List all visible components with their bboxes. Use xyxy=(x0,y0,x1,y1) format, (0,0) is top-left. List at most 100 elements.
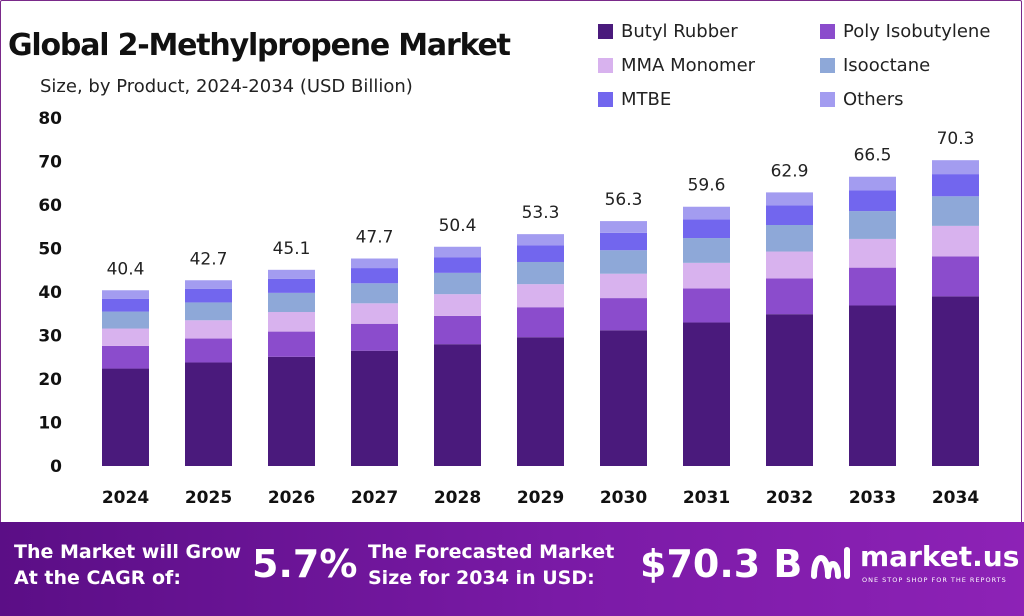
legend-item-mtbe: MTBE xyxy=(598,88,671,110)
x-tick-label: 2034 xyxy=(932,488,979,508)
bar-segment xyxy=(351,323,398,351)
bar-segment xyxy=(268,278,315,293)
bar-total-label: 66.5 xyxy=(854,146,892,166)
cagr-label: The Market will Grow At the CAGR of: xyxy=(14,539,241,591)
legend-item-others: Others xyxy=(820,88,904,110)
legend-label: Poly Isobutylene xyxy=(843,20,991,42)
bar-total-label: 40.4 xyxy=(107,259,145,279)
bar-segment xyxy=(185,362,232,466)
bar-segment xyxy=(849,305,896,466)
legend-label: MTBE xyxy=(621,88,672,110)
bar-segment xyxy=(102,328,149,346)
bar-segment xyxy=(932,196,979,226)
summary-banner: The Market will Grow At the CAGR of: 5.7… xyxy=(0,522,1024,616)
bar-segment xyxy=(434,272,481,295)
bar-segment xyxy=(102,290,149,299)
x-tick-label: 2024 xyxy=(102,488,149,508)
bar-segment xyxy=(434,344,481,466)
bar-segment xyxy=(185,302,232,321)
bar-segment xyxy=(434,257,481,273)
cagr-label-line1: The Market will Grow xyxy=(14,541,242,563)
bar-segment xyxy=(517,234,564,246)
bar-total-label: 53.3 xyxy=(522,203,560,223)
bar-segment xyxy=(351,350,398,466)
bar-segment xyxy=(517,261,564,285)
bar-segment xyxy=(102,368,149,466)
market-us-logo-icon xyxy=(811,547,850,579)
legend-item-isooctane: Isooctane xyxy=(820,54,930,76)
bar-segment xyxy=(600,298,647,331)
bar-segment xyxy=(849,238,896,268)
chart-title: Global 2-Methylpropene Market xyxy=(8,28,511,63)
x-tick-label: 2027 xyxy=(351,488,398,508)
bar-total-label: 70.3 xyxy=(937,129,975,149)
bar-segment xyxy=(185,320,232,339)
bar-segment xyxy=(932,256,979,297)
bar-segment xyxy=(268,312,315,332)
brand-name: market.us xyxy=(860,540,1020,573)
bar-segment xyxy=(434,315,481,345)
bar-segment xyxy=(185,338,232,363)
bar-total-label: 59.6 xyxy=(688,176,726,196)
bar-segment xyxy=(600,273,647,299)
x-tick-label: 2031 xyxy=(683,488,730,508)
x-tick-label: 2029 xyxy=(517,488,564,508)
bar-segment xyxy=(351,268,398,284)
y-tick-label: 20 xyxy=(38,370,62,390)
bar-segment xyxy=(268,269,315,279)
legend-item-poly-isobutylene: Poly Isobutylene xyxy=(820,20,990,42)
bar-total-label: 56.3 xyxy=(605,190,643,210)
bar-segment xyxy=(351,283,398,304)
y-tick-label: 10 xyxy=(38,414,62,434)
forecast-label-line2: Size for 2034 in USD: xyxy=(368,567,595,589)
bar-segment xyxy=(600,330,647,466)
legend-swatch xyxy=(820,23,835,39)
bar-segment xyxy=(102,311,149,329)
bar-total-label: 42.7 xyxy=(190,249,228,269)
bar-segment xyxy=(268,356,315,466)
y-tick-label: 70 xyxy=(38,153,62,173)
legend-swatch xyxy=(598,57,613,73)
cagr-label-line2: At the CAGR of: xyxy=(14,567,181,589)
bar-segment xyxy=(683,219,730,239)
brand-logo: market.us ONE STOP SHOP FOR THE REPORTS xyxy=(808,540,1020,592)
x-tick-label: 2030 xyxy=(600,488,647,508)
forecast-value: $70.3 B xyxy=(640,542,803,586)
bar-segment xyxy=(849,190,896,212)
bar-segment xyxy=(517,337,564,466)
bar-segment xyxy=(766,225,813,252)
bar-segment xyxy=(185,280,232,289)
x-tick-label: 2032 xyxy=(766,488,813,508)
bar-segment xyxy=(517,284,564,308)
bar-segment xyxy=(268,331,315,357)
forecast-label: The Forecasted Market Size for 2034 in U… xyxy=(368,539,614,591)
y-tick-label: 30 xyxy=(38,327,62,347)
y-tick-label: 40 xyxy=(38,283,62,303)
x-tick-label: 2033 xyxy=(849,488,896,508)
stacked-bar-chart: 0102030405060708040.4202442.7202545.1202… xyxy=(38,109,979,508)
bar-segment xyxy=(932,296,979,466)
bar-segment xyxy=(932,225,979,257)
bar-segment xyxy=(932,160,979,175)
bar-segment xyxy=(600,250,647,274)
bar-segment xyxy=(683,206,730,220)
legend-label: MMA Monomer xyxy=(621,54,756,76)
bar-segment xyxy=(683,262,730,289)
brand-tagline: ONE STOP SHOP FOR THE REPORTS xyxy=(862,576,1007,584)
x-tick-label: 2026 xyxy=(268,488,315,508)
bar-segment xyxy=(932,174,979,197)
bar-segment xyxy=(434,246,481,258)
bar-total-label: 47.7 xyxy=(356,228,394,248)
bar-segment xyxy=(600,221,647,233)
legend-swatch xyxy=(598,23,613,39)
bar-segment xyxy=(600,232,647,251)
bar-segment xyxy=(517,245,564,262)
bar-total-label: 62.9 xyxy=(771,161,809,181)
y-tick-label: 60 xyxy=(38,196,62,216)
legend-label: Isooctane xyxy=(843,54,931,76)
x-tick-label: 2025 xyxy=(185,488,232,508)
bar-segment xyxy=(185,288,232,303)
bar-segment xyxy=(766,314,813,466)
bar-segment xyxy=(683,322,730,466)
legend-swatch xyxy=(598,91,613,107)
